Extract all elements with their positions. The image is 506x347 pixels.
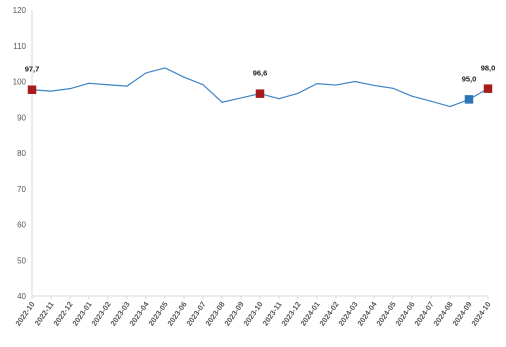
data-point (449, 105, 451, 108)
data-label: 97,7 (25, 65, 40, 74)
y-tick-label: 70 (17, 185, 26, 194)
y-tick-label: 60 (17, 221, 26, 230)
labels-layer: 97,7 96,6 95,0 98,0 (25, 64, 496, 84)
highlight-marker (255, 89, 265, 98)
y-tick-label: 50 (17, 256, 26, 265)
y-tick-label: 100 (13, 78, 27, 87)
data-point (126, 85, 128, 87)
markers-layer (27, 84, 493, 104)
data-point (335, 84, 337, 86)
y-tick-label: 40 (17, 292, 26, 301)
data-point (183, 76, 185, 78)
data-point (88, 82, 90, 84)
data-point (69, 88, 71, 90)
data-point (392, 87, 394, 89)
data-label: 96,6 (253, 69, 268, 78)
data-point (221, 101, 223, 103)
data-point (297, 92, 299, 94)
y-tick-label: 80 (17, 149, 26, 158)
data-point (373, 84, 375, 87)
data-label: 98,0 (481, 64, 496, 73)
y-tick-label: 90 (17, 113, 26, 122)
data-point (240, 97, 242, 99)
data-point (145, 72, 147, 74)
data-point (411, 95, 413, 97)
data-point (430, 100, 432, 102)
data-point (164, 67, 166, 69)
y-axis: 40 50 60 70 80 90 100 110 120 (13, 6, 33, 301)
data-label: 95,0 (462, 74, 477, 83)
y-tick-label: 110 (13, 42, 26, 51)
highlight-marker (464, 95, 474, 104)
x-tick-label: 2024-10 (469, 300, 492, 328)
data-point (278, 98, 280, 100)
data-point (50, 90, 52, 92)
x-axis: 2022-102022-112022-122023-012023-022023-… (13, 295, 493, 328)
highlight-marker (27, 85, 37, 94)
y-tick-label: 120 (13, 6, 27, 15)
data-point (354, 80, 356, 83)
highlight-marker (483, 84, 493, 93)
data-point (316, 83, 318, 85)
data-point (202, 84, 204, 86)
data-point (107, 84, 109, 86)
